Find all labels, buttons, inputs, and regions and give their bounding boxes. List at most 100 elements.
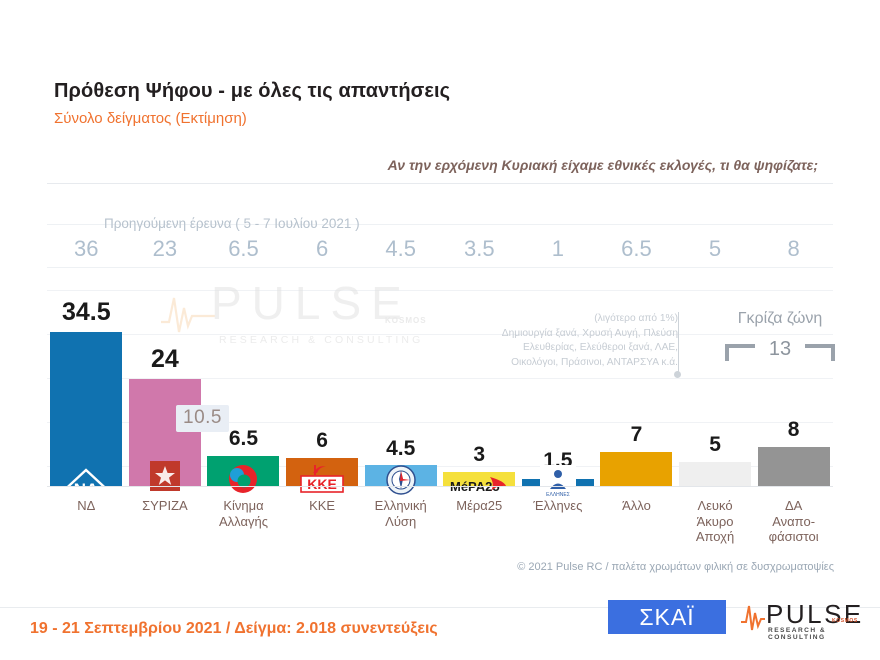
previous-value: 3.5 — [463, 236, 495, 261]
bar-value-nd: 34.5 — [61, 298, 111, 326]
bar-anapofasistoi[interactable] — [757, 447, 830, 487]
footer-bar — [0, 607, 880, 660]
previous-value: 36 — [74, 236, 99, 261]
pulse-wave-icon — [741, 605, 765, 631]
axis-label-syriza: ΣΥΡΙΖΑ — [126, 498, 205, 554]
syriza-logo — [149, 461, 180, 491]
bar-column-elliniki-lysi[interactable]: 4.5 — [361, 272, 440, 495]
bar-column-anapofasistoi[interactable]: 8 — [754, 272, 833, 487]
note-leader-line — [678, 312, 679, 372]
axis-label-line: ΝΔ — [77, 498, 96, 513]
pulse-tagline: RESEARCH & CONSULTING — [768, 627, 827, 641]
skai-logo: ΣΚΑΪ — [608, 600, 726, 634]
bracket-left-icon — [725, 344, 755, 361]
bar-column-kke[interactable]: 6 ΚΚΕ — [283, 272, 362, 493]
elliniki-lysi-logo — [385, 465, 416, 495]
previous-value: 5 — [708, 236, 722, 261]
bar-value-mera25: 3 — [473, 443, 486, 466]
axis-label-line: ΚΚΕ — [309, 498, 336, 513]
bar-column-syriza[interactable]: 24 — [126, 272, 205, 491]
chart-plot-area: PULSE KOSMOS RESEARCH & CONSULTING (λιγό… — [47, 272, 835, 497]
ellines-logo: ΕΛΛΗΝΕΣ — [539, 465, 576, 497]
bar-value-anapofasistoi: 8 — [787, 418, 800, 441]
axis-label-anapofasistoi: ΔΑ Αναπο- φάσιστοι — [754, 498, 833, 554]
bar-value-allo: 7 — [630, 423, 643, 446]
bar-lefko[interactable] — [679, 462, 752, 487]
axis-label-line: Αποχή — [695, 529, 735, 544]
axis-label-line: ΔΑ — [784, 498, 803, 513]
bar-value-lefko: 5 — [709, 433, 721, 456]
bar-column-kinima-allagis[interactable]: 6.5 — [204, 272, 283, 493]
gridline — [47, 466, 833, 467]
fieldwork-dates: 19 - 21 Σεπτεμβρίου 2021 / Δείγμα: 2.018… — [30, 620, 438, 637]
previous-survey-label: Προηγούμενη έρευνα ( 5 - 7 Ιουλίου 2021 … — [104, 216, 360, 231]
note-leader-dot — [674, 371, 681, 378]
gap-badge: 10.5 — [176, 405, 229, 432]
axis-label-kke: ΚΚΕ — [283, 498, 362, 554]
previous-value: 6.5 — [621, 236, 652, 261]
axis-label-line: Αναπο- — [772, 513, 816, 529]
page-title: Πρόθεση Ψήφου - με όλες τις απαντήσεις — [54, 80, 451, 102]
bar-nd[interactable] — [50, 332, 123, 487]
kinal-logo — [229, 465, 258, 493]
small-parties-note-line: Ελευθερίας, Ελεύθεροι ξανά, ΛΑΕ, — [523, 342, 678, 353]
axis-label-line: Κίνημα — [223, 498, 264, 513]
gridline — [47, 334, 833, 335]
previous-value: 1 — [551, 236, 564, 261]
axis-label-line: Άκυρο — [696, 513, 734, 529]
axis-label-line: Άλλο — [622, 498, 651, 513]
axis-label-ellines: Έλληνες — [519, 498, 598, 554]
previous-survey-values: 36 23 6.5 6 4.5 3.5 1 6.5 5 8 — [47, 234, 833, 264]
nd-logo: ΝΔ — [55, 468, 118, 497]
bar-column-mera25[interactable]: 3 MéPA25 — [440, 272, 519, 494]
grey-zone-value: 13 — [768, 338, 792, 360]
grey-zone-label: Γκρίζα ζώνη — [737, 310, 823, 327]
svg-text:ΕΛΛΗΝΕΣ: ΕΛΛΗΝΕΣ — [546, 492, 570, 497]
divider-previous-top — [47, 224, 833, 225]
divider-previous-bottom — [47, 267, 833, 268]
axis-label-elliniki-lysi: Ελληνική Λύση — [361, 498, 440, 554]
previous-value: 6.5 — [228, 236, 259, 261]
kke-logo: ΚΚΕ — [300, 465, 344, 493]
bar-column-allo[interactable]: 7 — [597, 272, 676, 487]
bar-value-syriza: 24 — [150, 345, 179, 373]
gridline — [47, 378, 833, 379]
bracket-right-icon — [805, 344, 835, 361]
small-parties-note-line: Δημιουργία ξανά, Χρυσή Αυγή, Πλεύση — [501, 327, 678, 339]
bar-column-ellines[interactable]: 1.5 ΕΛΛΗΝΕΣ — [519, 272, 598, 497]
axis-label-line: Λευκό — [697, 498, 733, 513]
svg-text:ΚΚΕ: ΚΚΕ — [307, 476, 337, 492]
axis-label-line: Έλληνες — [533, 498, 583, 513]
pulse-wordmark: PULSE — [766, 599, 864, 629]
gridline — [47, 422, 833, 423]
page-subtitle: Σύνολο δείγματος (Εκτίμηση) — [54, 110, 247, 127]
bar-column-nd[interactable]: 34.5 ΝΔ — [47, 272, 126, 497]
axis-label-kinima-allagis: Κίνημα Αλλαγής — [204, 498, 283, 554]
gridline — [47, 290, 833, 291]
bar-series: 34.5 ΝΔ 24 6.5 — [47, 272, 833, 497]
previous-value: 23 — [152, 236, 178, 261]
bar-value-elliniki-lysi: 4.5 — [386, 437, 416, 460]
axis-label-lefko: Λευκό Άκυρο Αποχή — [676, 498, 755, 554]
axis-label-nd: ΝΔ — [47, 498, 126, 554]
small-parties-note: (λιγότερο από 1%) Δημιουργία ξανά, Χρυσή… — [450, 312, 678, 370]
survey-question: Αν την ερχόμενη Κυριακή είχαμε εθνικές ε… — [387, 157, 818, 173]
svg-text:ΝΔ: ΝΔ — [74, 480, 99, 497]
previous-value: 8 — [787, 236, 800, 261]
pulse-kosmos: KOSMOS — [832, 618, 858, 624]
divider-question — [47, 183, 833, 184]
axis-label-mera25: Μέρα25 — [440, 498, 519, 554]
copyright-text: © 2021 Pulse RC / παλέτα χρωμάτων φιλική… — [517, 561, 834, 573]
bar-value-kinima-allagis: 6.5 — [228, 427, 259, 450]
axis-label-line: ΣΥΡΙΖΑ — [142, 498, 188, 513]
small-parties-note-line: (λιγότερο από 1%) — [594, 313, 678, 324]
previous-value: 6 — [315, 236, 329, 261]
axis-baseline — [47, 486, 833, 487]
axis-label-allo: Άλλο — [597, 498, 676, 554]
grey-zone-bracket: 13 — [695, 336, 865, 362]
bar-column-lefko[interactable]: 5 — [676, 272, 755, 487]
axis-label-line: φάσιστοι — [768, 529, 819, 544]
pulse-logo: PULSE KOSMOS RESEARCH & CONSULTING — [740, 599, 861, 641]
bar-allo[interactable] — [600, 452, 673, 487]
